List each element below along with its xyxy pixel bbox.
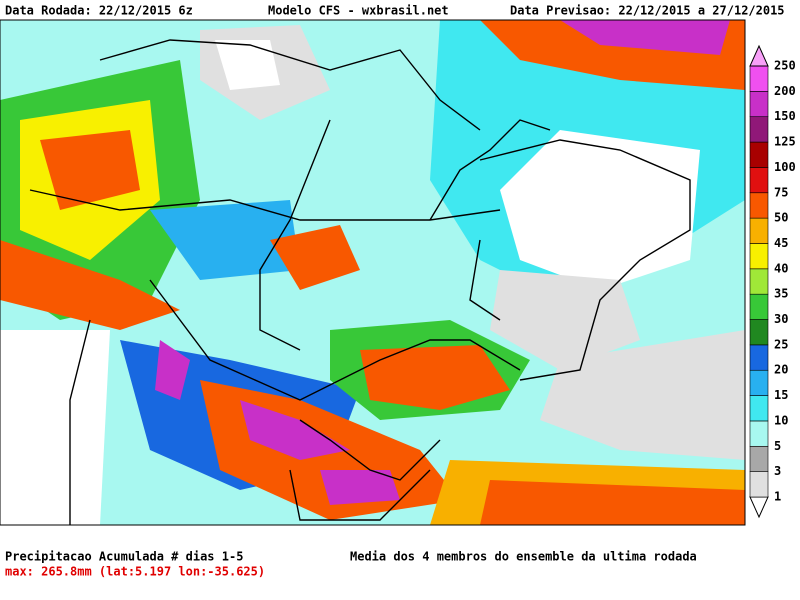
colorbar-label: 3 <box>774 464 781 478</box>
forecast-dates: Data Previsao: 22/12/2015 a 27/12/2015 <box>510 4 785 18</box>
colorbar-swatch <box>749 65 769 92</box>
precipitation-map <box>0 19 746 526</box>
colorbar-label: 40 <box>774 261 788 275</box>
colorbar-label: 35 <box>774 287 788 301</box>
colorbar-label: 30 <box>774 312 788 326</box>
colorbar-swatch <box>749 395 769 422</box>
colorbar-swatch <box>749 243 769 270</box>
colorbar-over <box>749 44 769 67</box>
colorbar-swatch <box>749 445 769 472</box>
colorbar-label: 45 <box>774 236 788 250</box>
colorbar-label: 5 <box>774 439 781 453</box>
colorbar-label: 125 <box>774 135 796 149</box>
colorbar-under <box>749 496 769 519</box>
colorbar-label: 15 <box>774 388 788 402</box>
colorbar-label: 10 <box>774 413 788 427</box>
colorbar-swatch <box>749 369 769 396</box>
colorbar-swatch <box>749 344 769 371</box>
colorbar-swatch <box>749 141 769 168</box>
footer-title: Precipitacao Acumulada # dias 1-5 <box>5 550 243 564</box>
colorbar-swatch <box>749 91 769 118</box>
colorbar-swatch <box>749 268 769 295</box>
footer-max: max: 265.8mm (lat:5.197 lon:-35.625) <box>5 565 265 579</box>
colorbar-label: 150 <box>774 109 796 123</box>
colorbar-label: 25 <box>774 337 788 351</box>
colorbar-swatch <box>749 192 769 219</box>
model-title: Modelo CFS - wxbrasil.net <box>268 4 449 18</box>
colorbar-label: 75 <box>774 185 788 199</box>
colorbar-swatch <box>749 116 769 143</box>
colorbar-swatch <box>749 167 769 194</box>
colorbar-label: 100 <box>774 160 796 174</box>
run-date: Data Rodada: 22/12/2015 6z <box>5 4 193 18</box>
colorbar-label: 1 <box>774 490 781 504</box>
colorbar-swatch <box>749 293 769 320</box>
colorbar-swatch <box>749 217 769 244</box>
footer-note: Media dos 4 membros do ensemble da ultim… <box>350 550 697 564</box>
colorbar-swatch <box>749 420 769 447</box>
colorbar-swatch <box>749 319 769 346</box>
colorbar-swatch <box>749 471 769 498</box>
colorbar-label: 50 <box>774 211 788 225</box>
colorbar-label: 200 <box>774 84 796 98</box>
colorbar-label: 250 <box>774 59 796 73</box>
colorbar-label: 20 <box>774 363 788 377</box>
